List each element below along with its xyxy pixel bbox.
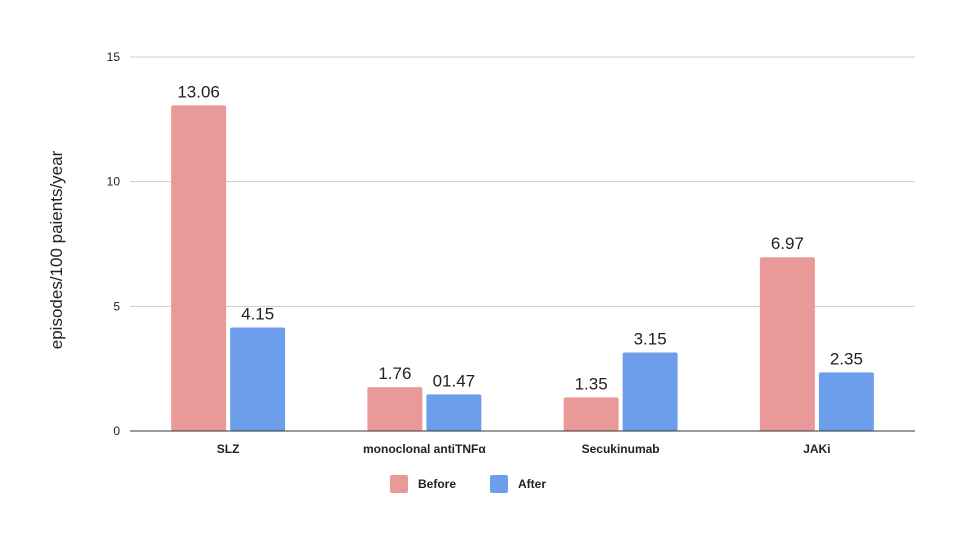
bars (171, 105, 874, 431)
data-label: 1.35 (575, 374, 608, 393)
legend-swatch-before (390, 475, 408, 493)
data-label: 2.35 (830, 349, 863, 368)
data-labels: 13.06 4.15 1.76 01.47 1.35 3.15 6.97 2.35 (177, 82, 863, 393)
x-category-label: JAKi (803, 442, 830, 456)
x-category-label: SLZ (217, 442, 240, 456)
legend: Before After (390, 475, 546, 493)
data-label: 01.47 (433, 371, 476, 390)
x-category-label: Secukinumab (582, 442, 660, 456)
bar-after-3 (818, 372, 874, 431)
y-tick-label: 15 (107, 50, 121, 64)
bar-before-2 (563, 397, 619, 431)
bar-after-2 (622, 352, 678, 431)
bar-after-0 (230, 327, 286, 431)
bar-before-1 (367, 387, 423, 431)
y-axis-ticks: 0 5 10 15 (107, 50, 121, 438)
y-tick-label: 5 (113, 299, 120, 313)
data-label: 6.97 (771, 234, 804, 253)
legend-swatch-after (490, 475, 508, 493)
data-label: 1.76 (378, 364, 411, 383)
bar-after-1 (426, 394, 482, 431)
data-label: 4.15 (241, 305, 274, 324)
data-label: 3.15 (634, 329, 667, 348)
bar-before-3 (759, 257, 815, 431)
y-tick-label: 0 (113, 424, 120, 438)
bar-before-0 (171, 105, 227, 431)
legend-label-before: Before (418, 477, 456, 491)
x-category-label: monoclonal antiTNFα (363, 442, 486, 456)
data-label: 13.06 (177, 82, 220, 101)
y-axis-title: episodes/100 paients/year (47, 150, 66, 349)
legend-label-after: After (518, 477, 546, 491)
x-axis-categories: SLZ monoclonal antiTNFα Secukinumab JAKi (217, 442, 831, 456)
y-tick-label: 10 (107, 175, 121, 189)
